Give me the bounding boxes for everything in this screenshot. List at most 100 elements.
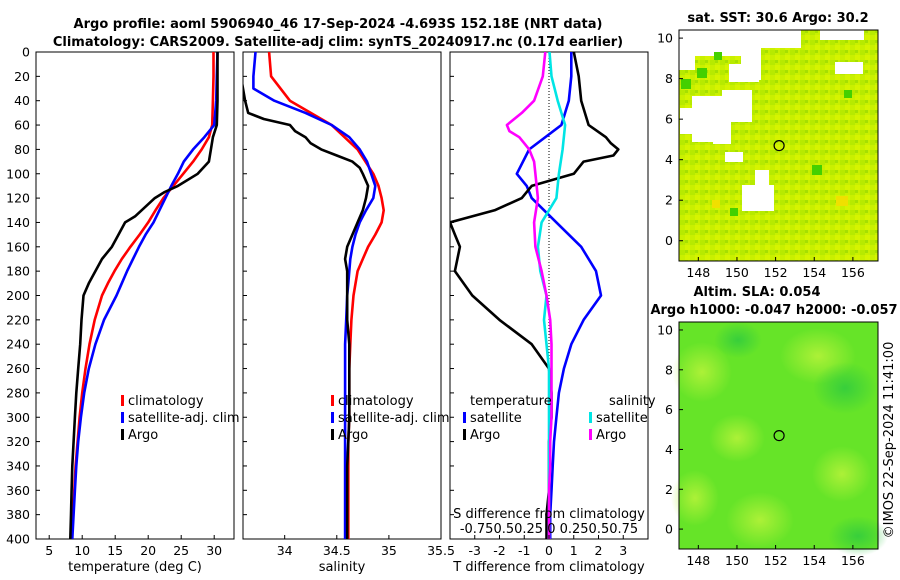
- y-tick-label: 120: [6, 191, 30, 206]
- temperature-xlabel: temperature (deg C): [68, 560, 202, 575]
- sst-map-axes: 148 150 152 154 156 0 2 4 6 8 10: [657, 31, 865, 280]
- map-x-tick-label: 156: [841, 553, 865, 568]
- sla-high-patch: [672, 342, 732, 402]
- legend-label-t-argo: Argo: [470, 428, 500, 443]
- difference-xlabel: T difference from climatology: [452, 560, 645, 575]
- map-x-tick-label: 156: [841, 265, 865, 280]
- map-y-tick-label: 2: [665, 482, 673, 497]
- y-tick-label: 380: [6, 507, 30, 522]
- legend-swatch-argo: [331, 429, 334, 440]
- map-y-tick-label: 6: [665, 112, 673, 127]
- x-tick-label: 34: [277, 543, 293, 558]
- x-tick-label: 15: [107, 543, 123, 558]
- map-x-tick-label: 152: [764, 553, 788, 568]
- map-y-tick-label: 0: [665, 233, 673, 248]
- map-x-tick-label: 152: [764, 265, 788, 280]
- map-x-tick-label: 148: [686, 553, 710, 568]
- difference-lines: [450, 52, 620, 539]
- legend-swatch-climatology: [121, 395, 124, 406]
- difference-legend: temperature salinity satellite Argo sate…: [463, 394, 656, 443]
- legend-swatch-t-argo: [463, 429, 466, 440]
- temperature-plot-frame: [35, 51, 235, 540]
- y-tick-label: 140: [6, 215, 30, 230]
- map-y-tick-label: 6: [665, 402, 673, 417]
- sst-map: [678, 29, 879, 262]
- difference-axis: -3 -2 -1 0 1 2 3: [469, 535, 627, 558]
- sst-cool-patches: [681, 52, 852, 216]
- map-y-tick-label: 10: [657, 322, 673, 337]
- map-y-tick-label: 2: [665, 193, 673, 208]
- y-tick-label: 40: [14, 93, 30, 108]
- x-tick-label: 1: [570, 543, 578, 558]
- sla-low-patch: [828, 516, 888, 556]
- x-tick-label: 10: [74, 543, 90, 558]
- y-tick-label: 320: [6, 434, 30, 449]
- y-tick-label: 100: [6, 166, 30, 181]
- y-tick-label: 200: [6, 288, 30, 303]
- s-difference-label: S difference from climatology: [453, 507, 645, 522]
- y-tick-label: 180: [6, 264, 30, 279]
- series-line-climatology: [70, 52, 215, 539]
- legend-label-s-satellite: satellite: [596, 411, 648, 426]
- legend-label-satellite: satellite-adj. clim: [128, 411, 240, 426]
- x-tick-label: 5: [45, 543, 53, 558]
- salinity-legend: climatology satellite-adj. clim Argo: [331, 394, 450, 443]
- sla-low-patch: [714, 322, 762, 358]
- temperature-axis: 5 10 15 20 25 30: [45, 535, 222, 558]
- legend-swatch-satellite: [121, 412, 124, 423]
- legend-swatch-climatology: [331, 395, 334, 406]
- legend-label-climatology: climatology: [128, 394, 204, 409]
- legend-label-argo: Argo: [338, 428, 368, 443]
- map-x-tick-label: 154: [802, 265, 826, 280]
- x-tick-label: 3: [619, 543, 627, 558]
- sla-high-patch: [812, 446, 872, 502]
- depth-axis: 0 20 40 60 80 100 120 140 160 180 200 220 240 260 280 3…: [6, 45, 454, 547]
- x-tick-label: -3: [469, 543, 481, 558]
- x-tick-label: 30: [206, 543, 222, 558]
- legend-swatch-s-satellite: [589, 412, 592, 423]
- map-y-tick-label: 4: [665, 152, 673, 167]
- legend-label-climatology: climatology: [338, 394, 414, 409]
- title-line-2: Climatology: CARS2009. Satellite-adj cli…: [53, 35, 623, 50]
- watermark: ©IMOS 22-Sep-2024 11:41:00: [882, 342, 897, 539]
- sst-warm-patches: [712, 196, 848, 208]
- sla-map-frame: [678, 321, 879, 550]
- legend-label-satellite: satellite-adj. clim: [338, 411, 450, 426]
- sst-map-frame: [678, 29, 879, 262]
- legend-label-s-argo: Argo: [596, 428, 626, 443]
- map-y-tick-label: 4: [665, 442, 673, 457]
- sla-map-title: Altim. SLA: 0.054: [694, 285, 821, 300]
- argo-position-marker: [773, 430, 785, 442]
- map-y-tick-label: 10: [657, 31, 673, 46]
- y-tick-label: 340: [6, 458, 30, 473]
- legend-label-t-satellite: satellite: [470, 411, 522, 426]
- y-tick-label: 80: [14, 142, 30, 157]
- argo-position-marker: [773, 140, 785, 152]
- map-x-tick-label: 154: [802, 553, 826, 568]
- y-tick-label: 160: [6, 239, 30, 254]
- s-difference-ticks: -0.750.50.25 0 0.250.50.75: [460, 522, 638, 537]
- map-x-tick-label: 150: [725, 553, 749, 568]
- y-tick-label: 240: [6, 337, 30, 352]
- y-tick-label: 400: [6, 532, 30, 547]
- legend-title-salinity: salinity: [609, 394, 656, 409]
- x-tick-label: -1: [518, 543, 530, 558]
- sla-high-patch: [726, 492, 794, 548]
- map-x-tick-label: 150: [725, 265, 749, 280]
- x-tick-label: 35.5: [427, 543, 455, 558]
- series-line-temperature-satellite: [515, 52, 603, 539]
- series-line-argo: [243, 80, 370, 539]
- map-y-tick-label: 0: [665, 522, 673, 537]
- salinity-axis: 34 34.5 35 35.5: [277, 535, 455, 558]
- legend-swatch-s-argo: [589, 429, 592, 440]
- sla-high-patch: [709, 414, 765, 462]
- sst-land-mask: [679, 30, 864, 211]
- x-tick-label: 20: [140, 543, 156, 558]
- sst-map-title: sat. SST: 30.6 Argo: 30.2: [687, 11, 868, 26]
- x-tick-label: -2: [493, 543, 505, 558]
- sla-map: [671, 321, 888, 556]
- legend-swatch-argo: [121, 429, 124, 440]
- sla-map-subtitle: Argo h1000: -0.047 h2000: -0.057: [650, 303, 897, 318]
- y-tick-label: 300: [6, 410, 30, 425]
